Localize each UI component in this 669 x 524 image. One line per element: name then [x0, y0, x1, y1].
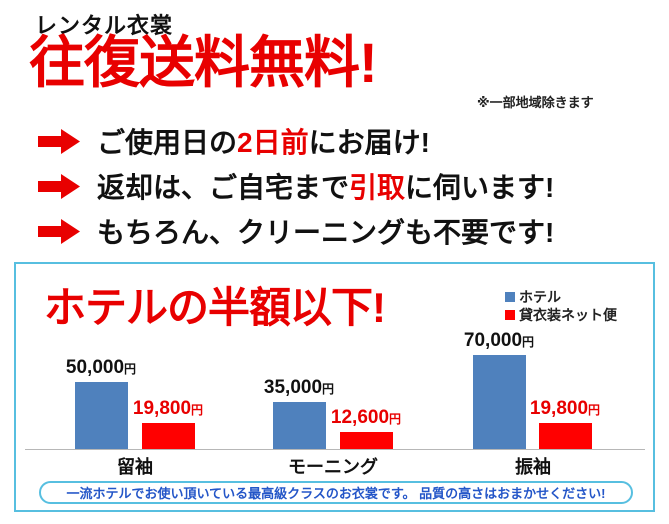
bar-ours-tomesode	[142, 422, 195, 449]
value-label-ours-tomesode: 19,800円	[113, 397, 223, 420]
legend-item-ours: 貸衣装ネット便	[505, 306, 617, 324]
free-shipping-headline: 往復送料無料!	[29, 31, 378, 94]
value-label-hotel-furisode: 70,000円	[444, 330, 554, 352]
bullet-text-segment: 返却は、ご自宅まで	[97, 172, 350, 203]
legend-label: ホテル	[519, 289, 561, 305]
red-arrow-icon	[38, 173, 80, 199]
price-value: 19,800	[529, 397, 589, 419]
price-value: 19,800	[132, 397, 192, 419]
page-title: レンタル衣裳	[35, 13, 174, 38]
yen-suffix: 円	[322, 382, 335, 397]
bar-hotel-furisode	[473, 355, 526, 449]
hotel-color-swatch	[505, 292, 515, 302]
bar-ours-morning	[340, 432, 393, 449]
chart-legend: ホテル 貸衣装ネット便	[505, 288, 617, 324]
bar-hotel-morning	[273, 402, 326, 449]
ours-color-swatch	[505, 310, 515, 320]
yen-suffix: 円	[191, 402, 204, 417]
price-comparison-box: ホテルの半額以下! ホテル 貸衣装ネット便 50,000円 19,800円 35…	[14, 262, 655, 512]
value-label-hotel-morning: 35,000円	[244, 377, 354, 399]
bullet-delivery-text: ご使用日の2日前にお届け!	[97, 121, 430, 161]
bullet-text-segment: にお届け!	[308, 127, 430, 158]
legend-item-hotel: ホテル	[505, 288, 617, 306]
value-label-hotel-tomesode: 50,000円	[46, 357, 156, 379]
bar-ours-furisode	[539, 422, 592, 449]
yen-suffix: 円	[124, 362, 137, 377]
price-value: 35,000	[263, 377, 323, 399]
value-label-ours-morning: 12,600円	[311, 407, 421, 429]
bullet-text-segment: ご使用日の	[97, 127, 238, 158]
x-axis-line	[25, 449, 645, 450]
bullet-no-cleaning: もちろん、クリーニングも不要です!	[38, 214, 554, 248]
bullet-text-highlight: 2日前	[237, 127, 309, 158]
bullet-delivery: ご使用日の2日前にお届け!	[38, 124, 430, 158]
bullet-pickup-text: 返却は、ご自宅まで引取に伺います!	[97, 166, 554, 206]
yen-suffix: 円	[588, 402, 601, 417]
half-price-title: ホテルの半額以下!	[44, 284, 386, 331]
headline-disclaimer: ※一部地域除きます	[477, 95, 594, 110]
red-arrow-icon	[38, 128, 80, 154]
legend-label: 貸衣装ネット便	[519, 307, 617, 323]
red-arrow-icon	[38, 218, 80, 244]
yen-suffix: 円	[522, 335, 535, 350]
price-value: 50,000	[65, 357, 125, 379]
quality-note-pill: 一流ホテルでお使い頂いている最高級クラスのお衣裳です。 品質の高さはおまかせくだ…	[39, 481, 633, 504]
category-morning: モーニング	[288, 457, 378, 477]
value-label-ours-furisode: 19,800円	[510, 397, 620, 420]
price-value: 70,000	[463, 330, 523, 352]
bar-hotel-tomesode	[75, 382, 128, 449]
category-furisode: 振袖	[515, 457, 551, 477]
quality-note-text: 一流ホテルでお使い頂いている最高級クラスのお衣裳です。 品質の高さはおまかせくだ…	[66, 486, 606, 501]
bullet-no-cleaning-text: もちろん、クリーニングも不要です!	[97, 211, 554, 251]
price-value: 12,600	[330, 407, 390, 429]
bullet-pickup: 返却は、ご自宅まで引取に伺います!	[38, 169, 554, 203]
bullet-text-highlight: 引取	[349, 172, 406, 203]
bullet-text-segment: もちろん、クリーニングも不要です!	[97, 217, 555, 248]
category-tomesode: 留袖	[117, 457, 153, 477]
yen-suffix: 円	[389, 412, 402, 427]
bullet-text-segment: に伺います!	[405, 172, 555, 203]
